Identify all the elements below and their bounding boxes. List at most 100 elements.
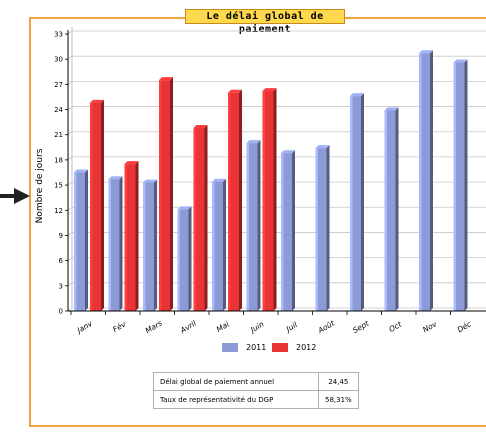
bar-2011-2-top bbox=[143, 179, 157, 183]
table-row: Taux de représentativité du DGP 58,31% bbox=[153, 390, 359, 409]
bar-2012-3-top bbox=[193, 125, 208, 129]
axes bbox=[65, 27, 486, 315]
x-tick-label: Avril bbox=[178, 318, 199, 335]
bar-2011-1-highlight bbox=[108, 179, 111, 311]
bar-2011-9-highlight bbox=[384, 110, 387, 311]
bar-2011-5-highlight bbox=[246, 143, 249, 311]
bar-2011-3-top bbox=[177, 206, 192, 210]
bar-2011-0 bbox=[74, 169, 88, 311]
pointer-arrow-icon bbox=[0, 188, 30, 204]
bar-2011-0-front bbox=[74, 172, 85, 311]
gridline-depth bbox=[67, 55, 73, 60]
legend-label-2011: 2011 bbox=[246, 343, 267, 352]
bar-2011-7-highlight bbox=[315, 148, 318, 311]
bar-2012-0-highlight bbox=[90, 102, 93, 312]
stats-value-representativity: 58,31% bbox=[318, 390, 359, 409]
bar-2011-5-front bbox=[246, 143, 258, 311]
x-tick-label: Juil bbox=[283, 320, 300, 335]
bar-2011-7-front bbox=[315, 148, 327, 311]
bar-2011-10-top bbox=[419, 50, 433, 54]
bar-2012-4-highlight bbox=[228, 92, 231, 312]
bar-2011-11-highlight bbox=[453, 62, 456, 311]
bar-2011-6-highlight bbox=[281, 153, 284, 311]
bar-2011-10-side bbox=[430, 50, 433, 311]
y-tick-label: 15 bbox=[54, 182, 63, 190]
bar-2011-0-top bbox=[74, 169, 88, 173]
gridline-depth bbox=[67, 30, 73, 35]
bar-2012-3-side bbox=[204, 125, 208, 312]
bar-2011-3 bbox=[177, 206, 192, 311]
x-tick-label: Fév bbox=[111, 319, 128, 334]
bar-2011-9-side bbox=[395, 107, 399, 311]
bar-2011-8 bbox=[350, 93, 364, 312]
bar-2012-5-front bbox=[262, 91, 274, 311]
table-row: Délai global de paiement annuel 24,45 bbox=[153, 372, 359, 391]
bar-2012-2-highlight bbox=[159, 80, 162, 312]
bar-2012-0 bbox=[90, 99, 104, 312]
bar-2011-2-front bbox=[143, 182, 154, 311]
legend-swatch-2012 bbox=[272, 343, 288, 352]
bar-2012-0-side bbox=[101, 99, 104, 312]
gridline-depth bbox=[67, 131, 73, 136]
y-tick-label: 21 bbox=[54, 131, 63, 139]
bar-2012-0-top bbox=[90, 99, 104, 103]
bar-2011-1-front bbox=[108, 179, 120, 311]
bar-2011-7 bbox=[315, 145, 330, 311]
bar-2012-1-top bbox=[124, 161, 139, 165]
bar-2012-4-front bbox=[228, 92, 239, 312]
bar-2011-7-side bbox=[326, 145, 330, 311]
bar-2011-3-front bbox=[177, 209, 189, 311]
bar-2011-5 bbox=[246, 140, 261, 311]
x-tick-label: Mai bbox=[215, 319, 232, 334]
x-tick-label: Déc bbox=[456, 319, 474, 334]
bar-2011-6-side bbox=[292, 150, 295, 311]
bar-2011-4 bbox=[212, 178, 226, 311]
bar-2012-1-side bbox=[135, 161, 139, 311]
bar-2011-0-side bbox=[85, 169, 88, 311]
bar-2012-4-top bbox=[228, 89, 242, 93]
bar-2012-2-side bbox=[170, 77, 173, 312]
bar-2012-5-top bbox=[262, 88, 277, 92]
gridline-depth bbox=[67, 156, 73, 161]
y-tick-label: 0 bbox=[59, 308, 63, 316]
bar-2011-7-top bbox=[315, 145, 330, 149]
bar-2012-5 bbox=[262, 88, 277, 311]
bar-2011-4-side bbox=[223, 178, 226, 311]
gridline-depth bbox=[67, 206, 73, 211]
bar-2011-1 bbox=[108, 176, 123, 311]
y-tick-label: 24 bbox=[54, 106, 63, 114]
bar-2012-2-top bbox=[159, 77, 173, 81]
x-tick-label: Nov bbox=[421, 319, 439, 334]
x-tick-label: Janv bbox=[74, 319, 95, 336]
bar-2011-2-side bbox=[154, 179, 157, 311]
bar-2011-4-highlight bbox=[212, 181, 215, 311]
gridline-depth bbox=[67, 81, 73, 85]
bar-2011-9 bbox=[384, 107, 399, 311]
x-tick-label: Juin bbox=[247, 319, 265, 335]
bar-2012-4-side bbox=[239, 89, 242, 312]
bar-2011-10-highlight bbox=[419, 53, 422, 311]
x-tick-label: Août bbox=[316, 318, 337, 336]
bar-2012-3 bbox=[193, 125, 208, 312]
x-tick-label: Sept bbox=[351, 318, 371, 335]
gridlines bbox=[67, 30, 486, 312]
bar-2012-5-highlight bbox=[262, 91, 265, 311]
bar-2011-5-top bbox=[246, 140, 261, 144]
bar-2011-3-highlight bbox=[177, 209, 180, 311]
gridline-depth bbox=[67, 282, 73, 287]
bar-2011-8-top bbox=[350, 93, 364, 97]
y-tick-label: 9 bbox=[59, 232, 63, 240]
y-tick-label: 18 bbox=[54, 156, 63, 164]
bar-2011-11 bbox=[453, 59, 468, 311]
y-tick-label: 12 bbox=[54, 207, 63, 215]
bar-2011-10-front bbox=[419, 53, 430, 311]
bar-2012-1-front bbox=[124, 164, 136, 311]
bar-2011-1-top bbox=[108, 176, 123, 180]
stats-label-annual-dgp: Délai global de paiement annuel bbox=[153, 372, 319, 391]
bar-2012-3-front bbox=[193, 128, 205, 311]
bar-2011-6-top bbox=[281, 150, 295, 154]
stats-table: Délai global de paiement annuel 24,45 Ta… bbox=[153, 372, 359, 409]
y-tick-label: 27 bbox=[54, 81, 63, 89]
bar-2011-1-side bbox=[119, 176, 123, 311]
bar-2012-4 bbox=[228, 89, 242, 312]
